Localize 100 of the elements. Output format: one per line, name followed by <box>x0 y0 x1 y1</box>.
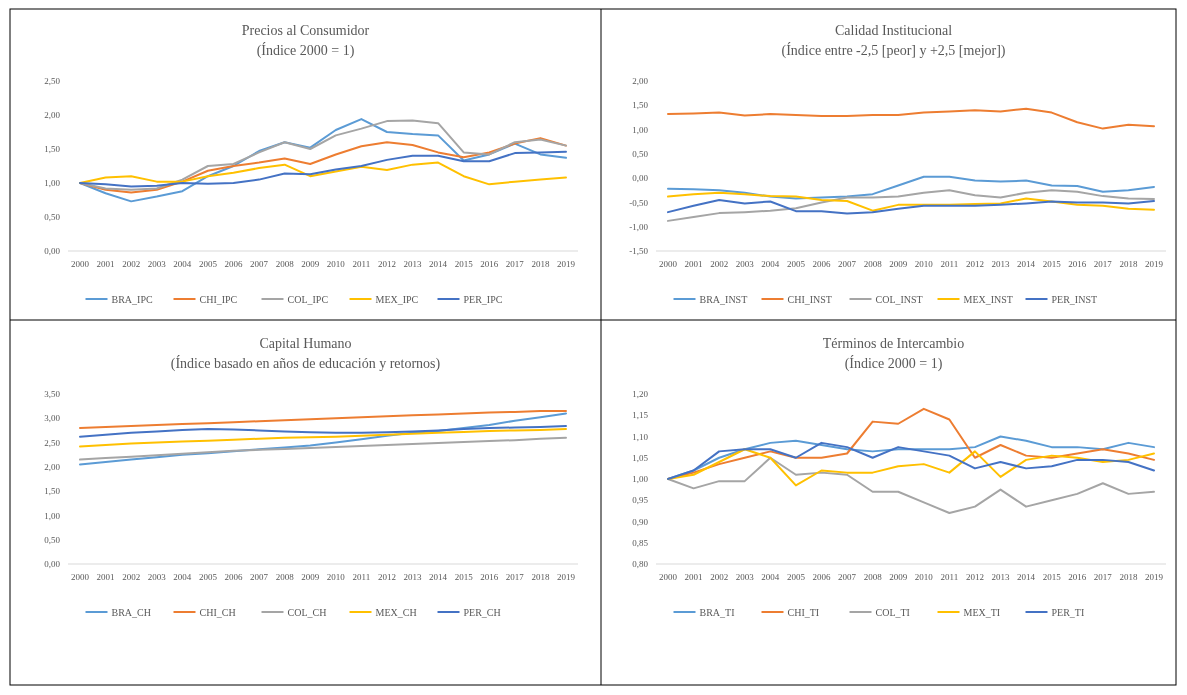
x-tick-label: 2008 <box>275 259 295 269</box>
y-tick-label: 2,00 <box>44 462 61 473</box>
chart-title: Capital Humano <box>259 336 352 351</box>
x-tick-label: 2016 <box>1068 259 1087 269</box>
line-series <box>667 448 1155 487</box>
x-tick-label: 2002 <box>122 259 141 269</box>
legend-label: COL_INST <box>875 293 923 305</box>
y-tick-label: 0,95 <box>632 495 649 506</box>
y-tick-label: -1,50 <box>629 246 649 257</box>
x-tick-label: 2019 <box>557 259 576 269</box>
x-tick-label: 2017 <box>1093 259 1113 269</box>
chart-subtitle: (Índice 2000 = 1) <box>256 42 355 59</box>
x-tick-label: 2007 <box>838 259 857 269</box>
x-tick-label: 2005 <box>198 572 218 582</box>
y-tick-label: 3,00 <box>44 413 61 424</box>
x-tick-label: 2011 <box>940 259 959 269</box>
line-series <box>667 189 1155 222</box>
line-series <box>79 118 567 203</box>
x-tick-label: 2019 <box>1145 572 1164 582</box>
x-tick-label: 2015 <box>454 572 474 582</box>
legend-label: MEX_INST <box>963 293 1013 305</box>
x-tick-label: 2017 <box>505 259 525 269</box>
x-tick-label: 2009 <box>889 259 908 269</box>
x-tick-label: 2018 <box>531 572 550 582</box>
x-tick-label: 2004 <box>761 259 780 269</box>
line-series <box>79 427 567 448</box>
y-tick-label: 1,05 <box>632 452 649 463</box>
y-tick-label: -1,00 <box>629 221 649 232</box>
line-series <box>79 150 567 188</box>
x-tick-label: 2008 <box>863 572 883 582</box>
y-tick-label: 1,50 <box>44 486 61 497</box>
y-tick-label: 2,00 <box>632 76 649 87</box>
y-tick-label: 0,50 <box>44 212 61 223</box>
x-tick-label: 2007 <box>250 259 269 269</box>
x-tick-label: 2002 <box>122 572 141 582</box>
x-tick-label: 2012 <box>965 572 984 582</box>
y-tick-label: 0,80 <box>632 559 649 570</box>
x-tick-label: 2001 <box>96 572 115 582</box>
x-tick-label: 2016 <box>480 259 499 269</box>
x-tick-label: 2016 <box>480 572 499 582</box>
y-tick-label: 2,00 <box>44 110 61 121</box>
x-tick-label: 2014 <box>1017 572 1036 582</box>
line-series <box>79 410 567 429</box>
line-series <box>667 107 1155 130</box>
x-tick-label: 2006 <box>224 259 243 269</box>
x-tick-label: 2016 <box>1068 572 1087 582</box>
x-tick-label: 2019 <box>1145 259 1164 269</box>
x-tick-label: 2006 <box>812 572 831 582</box>
line-series <box>79 436 567 461</box>
line-series <box>667 199 1155 215</box>
line-series <box>79 161 567 186</box>
chart-subtitle: (Índice basado en años de educación y retornos) <box>170 355 441 372</box>
x-tick-label: 2000 <box>659 259 678 269</box>
x-tick-label: 2011 <box>352 572 371 582</box>
legend-label: PER_CH <box>463 606 501 618</box>
y-tick-label: 2,50 <box>44 437 61 448</box>
legend-label: MEX_CH <box>375 606 417 618</box>
x-tick-label: 2015 <box>1042 259 1062 269</box>
legend-label: MEX_IPC <box>375 293 419 305</box>
legend-label: PER_TI <box>1051 606 1085 618</box>
chart-title: Términos de Intercambio <box>822 336 965 351</box>
x-tick-label: 2004 <box>173 572 192 582</box>
chart-subtitle: (Índice 2000 = 1) <box>844 355 943 372</box>
chart-subtitle: (Índice entre -2,5 [peor] y +2,5 [mejor]) <box>781 42 1006 59</box>
y-tick-label: 1,10 <box>632 431 649 442</box>
legend-label: MEX_TI <box>963 606 1001 618</box>
x-tick-label: 2003 <box>147 259 167 269</box>
y-tick-label: 1,50 <box>44 144 61 155</box>
y-tick-label: 1,00 <box>632 474 649 485</box>
legend-label: PER_INST <box>1051 293 1098 305</box>
y-tick-label: 3,50 <box>44 389 61 400</box>
chart-title: Calidad Institucional <box>834 23 953 38</box>
legend-label: CHI_TI <box>787 606 820 618</box>
legend-label: CHI_IPC <box>199 293 238 305</box>
x-tick-label: 2001 <box>684 572 703 582</box>
x-tick-label: 2015 <box>1042 572 1062 582</box>
x-tick-label: 2003 <box>735 259 755 269</box>
x-tick-label: 2001 <box>684 259 703 269</box>
x-tick-label: 2006 <box>224 572 243 582</box>
y-tick-label: 0,50 <box>632 149 649 160</box>
x-tick-label: 2012 <box>377 259 396 269</box>
x-tick-label: 2004 <box>173 259 192 269</box>
y-tick-label: 1,00 <box>632 124 649 135</box>
line-series <box>79 119 567 191</box>
x-tick-label: 2010 <box>326 572 346 582</box>
legend-label: BRA_CH <box>111 606 151 618</box>
y-tick-label: 0,00 <box>44 246 61 257</box>
x-tick-label: 2008 <box>275 572 295 582</box>
x-tick-label: 2018 <box>1119 572 1138 582</box>
x-tick-label: 2005 <box>786 572 806 582</box>
x-tick-label: 2010 <box>914 259 934 269</box>
x-tick-label: 2008 <box>863 259 883 269</box>
x-tick-label: 2009 <box>301 259 320 269</box>
x-tick-label: 2009 <box>889 572 908 582</box>
x-tick-label: 2014 <box>1017 259 1036 269</box>
x-tick-label: 2011 <box>940 572 959 582</box>
y-tick-label: 0,85 <box>632 537 649 548</box>
x-tick-label: 2003 <box>735 572 755 582</box>
x-tick-label: 2002 <box>710 572 729 582</box>
y-tick-label: 1,15 <box>632 410 649 421</box>
